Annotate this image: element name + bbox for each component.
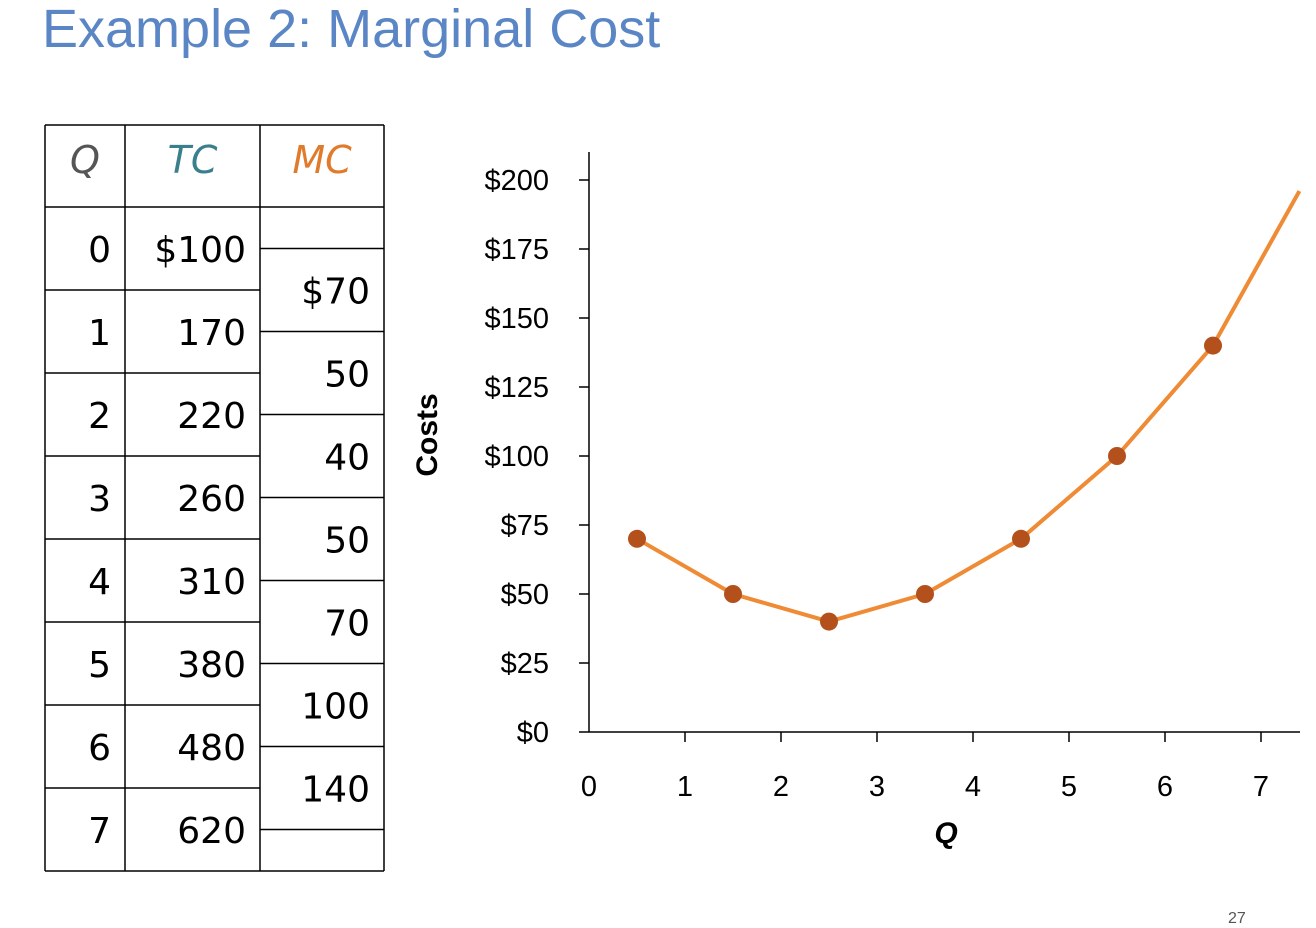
- cell-tc: 620: [177, 811, 246, 852]
- cell-tc: 310: [177, 562, 246, 603]
- x-tick-label: 7: [1253, 771, 1269, 803]
- y-tick-label: $75: [501, 510, 549, 542]
- cell-q: 2: [88, 396, 111, 437]
- cell-tc: 480: [177, 728, 246, 769]
- table-grid: [44, 124, 385, 872]
- cell-q: 0: [88, 230, 111, 271]
- chart-series: [628, 190, 1302, 631]
- chart-ticks: $0 $25 $50 $75 $100 $125 $150 $175 $200 0 1 2 3 4 5 6 7: [484, 165, 1269, 803]
- y-tick-label: $200: [484, 165, 549, 197]
- cell-q: 4: [88, 562, 111, 603]
- cell-mc: 50: [324, 521, 370, 562]
- x-axis-label: Q: [934, 817, 957, 850]
- y-tick-label: $100: [484, 441, 549, 473]
- mc-point: [820, 612, 838, 631]
- cell-q: 6: [88, 728, 111, 769]
- mc-point: [724, 585, 742, 603]
- x-tick-label: 4: [965, 771, 981, 803]
- cost-table: Q TC MC 0 $100 1 170 2 220 3 260 4 310 5 380 6 480 7 620 $7…: [44, 124, 385, 872]
- cell-tc: 260: [177, 479, 246, 520]
- cell-tc: 380: [177, 645, 246, 686]
- header-mc: MC: [292, 138, 352, 182]
- x-tick-label: 2: [773, 771, 789, 803]
- y-tick-label: $175: [484, 234, 549, 266]
- cell-mc: 140: [301, 770, 370, 811]
- cell-q: 5: [88, 645, 111, 686]
- cell-mc: 50: [324, 355, 370, 396]
- y-tick-label: $0: [517, 717, 549, 749]
- header-tc: TC: [168, 138, 218, 182]
- x-tick-label: 1: [677, 771, 693, 803]
- cell-tc: 220: [177, 396, 246, 437]
- cell-q: 7: [88, 811, 111, 852]
- chart-labels: Q Costs: [411, 393, 958, 850]
- table-text: Q TC MC 0 $100 1 170 2 220 3 260 4 310 5 380 6 480 7 620 $7…: [70, 138, 370, 852]
- mc-point: [1108, 447, 1126, 465]
- y-axis-label: Costs: [411, 393, 444, 476]
- cell-tc: 170: [177, 313, 246, 354]
- mc-line: [636, 190, 1302, 624]
- mc-point: [628, 529, 646, 548]
- y-tick-label: $125: [484, 372, 549, 404]
- y-tick-label: $25: [501, 648, 549, 680]
- mc-point: [1204, 336, 1222, 355]
- mc-point: [1012, 529, 1030, 548]
- x-tick-label: 0: [581, 771, 597, 803]
- x-tick-label: 3: [869, 771, 885, 803]
- cell-mc: 100: [301, 687, 370, 728]
- x-tick-label: 5: [1061, 771, 1077, 803]
- cell-tc: $100: [154, 230, 246, 271]
- header-q: Q: [70, 138, 100, 182]
- cell-mc: 70: [324, 604, 370, 645]
- mc-point: [916, 585, 934, 603]
- page-number: 27: [1228, 910, 1246, 927]
- page-title: Example 2: Marginal Cost: [42, 0, 661, 59]
- y-tick-label: $150: [484, 303, 549, 335]
- y-tick-label: $50: [501, 579, 549, 611]
- x-tick-label: 6: [1157, 771, 1173, 803]
- chart-axes: [588, 152, 1300, 733]
- cell-q: 1: [88, 313, 111, 354]
- cell-mc: 40: [324, 438, 370, 479]
- cell-mc: $70: [301, 272, 370, 313]
- cell-q: 3: [88, 479, 111, 520]
